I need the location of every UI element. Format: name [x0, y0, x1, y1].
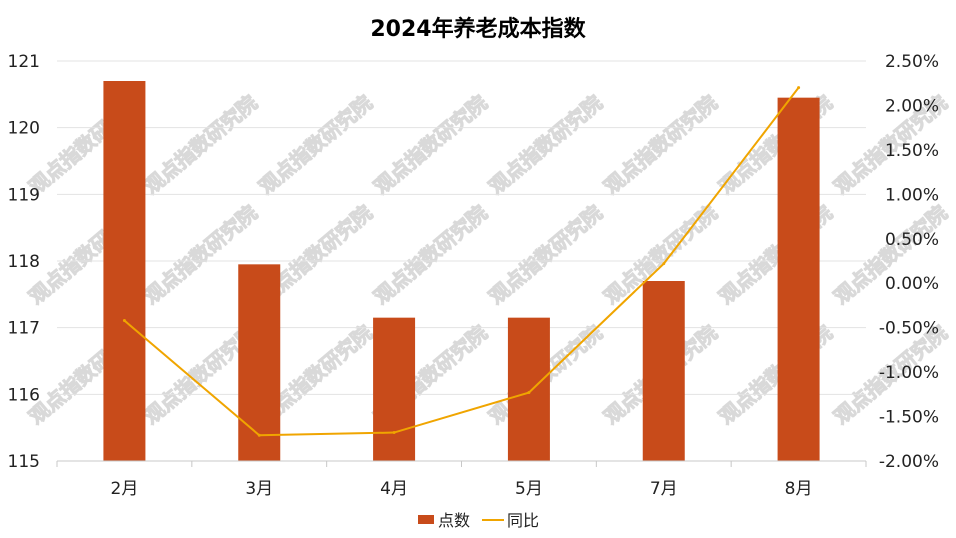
yoy-point — [122, 319, 126, 323]
line-layer — [122, 86, 801, 437]
legend-label-points: 点数 — [438, 511, 470, 530]
y-left-tick-label: 116 — [8, 385, 40, 405]
yoy-point — [392, 431, 396, 435]
bar — [642, 281, 685, 461]
bar — [507, 317, 550, 461]
bar — [373, 317, 416, 461]
x-tick-label: 8月 — [785, 479, 813, 499]
x-tick-label: 3月 — [245, 479, 273, 499]
bar — [103, 81, 146, 461]
y-left-tick-label: 117 — [8, 319, 40, 339]
yoy-point — [257, 433, 261, 437]
bars-layer — [103, 81, 820, 462]
y-right-tick-label: 1.00% — [885, 185, 939, 205]
yoy-point — [797, 86, 801, 90]
y-left-tick-label: 115 — [8, 452, 40, 472]
legend: 点数 同比 — [418, 511, 539, 530]
bar — [238, 264, 281, 461]
watermark-text: 观点指数研究院 — [599, 90, 722, 198]
x-tick-label: 7月 — [650, 479, 678, 499]
watermark-text: 观点指数研究院 — [139, 90, 262, 198]
y-right-tick-label: -0.50% — [879, 319, 939, 339]
y-left-tick-label: 121 — [8, 52, 40, 72]
grid-layer — [57, 60, 866, 395]
y-left-tick-label: 119 — [8, 185, 40, 205]
watermark-text: 观点指数研究院 — [484, 200, 607, 308]
axis-layer: 115 116 117 118 119 120 121 -2.00% -1.50% -1.00% -… — [8, 52, 939, 499]
x-tick-label: 2月 — [111, 479, 139, 499]
y-left-tick-label: 118 — [8, 252, 40, 272]
y-right-tick-label: 2.50% — [885, 52, 939, 72]
y-right-tick-label: -1.50% — [879, 408, 939, 428]
watermark-text: 观点指数研究院 — [484, 90, 607, 198]
y-right-tick-label: 2.00% — [885, 96, 939, 116]
x-tick-label: 5月 — [515, 479, 543, 499]
chart-title: 2024年养老成本指数 — [370, 16, 586, 42]
x-tick-label: 4月 — [380, 479, 408, 499]
y-right-tick-label: -1.00% — [879, 363, 939, 383]
y-right-tick-label: 0.50% — [885, 230, 939, 250]
legend-label-yoy: 同比 — [507, 511, 539, 530]
y-right-tick-label: 0.00% — [885, 274, 939, 294]
bar — [777, 97, 820, 462]
y-right-tick-label: 1.50% — [885, 141, 939, 161]
legend-swatch-points — [418, 515, 434, 524]
yoy-point — [527, 391, 531, 395]
yoy-line — [123, 87, 800, 437]
y-right-tick-label: -2.00% — [879, 452, 939, 472]
y-left-tick-label: 120 — [8, 119, 40, 139]
watermark-text: 观点指数研究院 — [369, 90, 492, 198]
yoy-point — [662, 262, 666, 266]
watermark-text: 观点指数研究院 — [369, 200, 492, 308]
watermark-text: 观点指数研究院 — [254, 90, 377, 198]
